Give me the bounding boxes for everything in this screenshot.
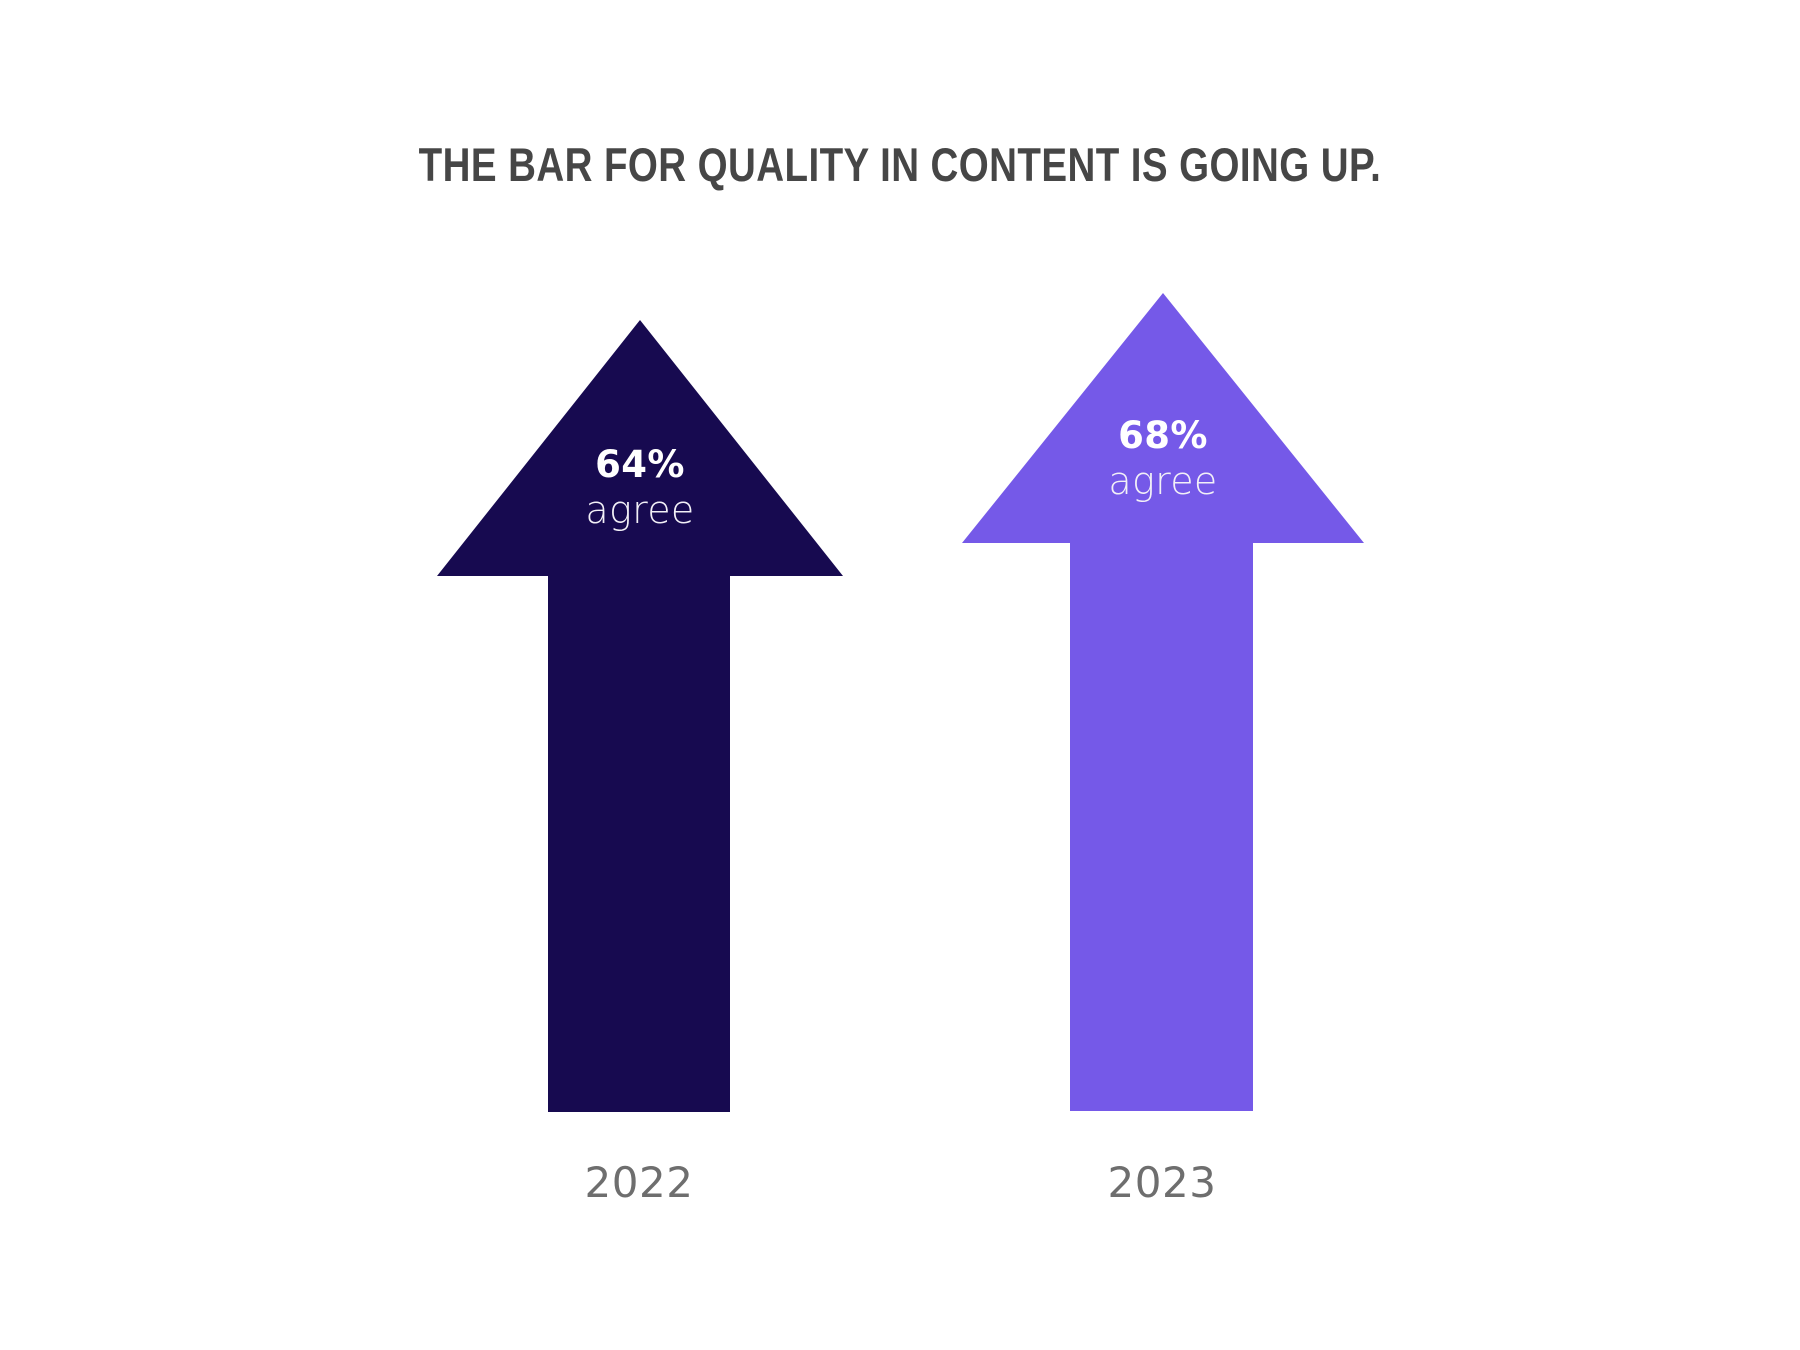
arrow-bar-2023[interactable] [962,293,1364,1111]
category-label-2022: 2022 [584,1158,694,1207]
chart-title: THE BAR FOR QUALITY IN CONTENT IS GOING … [418,138,1382,191]
category-label-2023: 2023 [1107,1158,1217,1207]
arrow-bar-2022[interactable] [437,320,843,1112]
